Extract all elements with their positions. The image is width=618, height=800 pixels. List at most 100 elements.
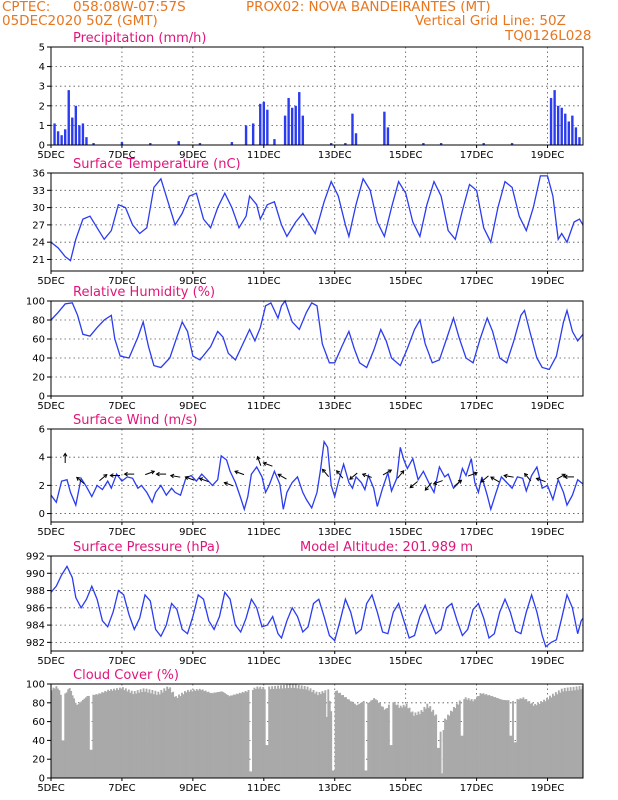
cloud-bar: [464, 697, 467, 778]
cloud-bar: [113, 688, 115, 778]
y-tick-label: 3: [39, 82, 45, 93]
cloud-bar: [572, 686, 575, 778]
wind-arrow: [432, 480, 443, 486]
cloud-bar: [528, 701, 531, 778]
cloud-bar: [319, 694, 322, 778]
wind-arrow-shaft: [504, 475, 514, 478]
cloud-bar: [494, 697, 497, 778]
precip-bar: [329, 143, 333, 145]
x-tick-label: 17DEC: [460, 527, 494, 538]
cloud-bar: [512, 701, 514, 778]
cloud-bar: [444, 718, 446, 778]
cloud-bar: [418, 714, 421, 778]
wind-arrow-head: [336, 470, 341, 475]
wind-arrow: [169, 473, 181, 479]
cloud-bar: [532, 705, 535, 778]
cloud-bar: [312, 690, 315, 778]
precip-bar: [422, 143, 425, 145]
cloud-bar: [476, 696, 479, 778]
cloud-bar: [182, 694, 185, 778]
wind-arrow-head: [169, 473, 175, 479]
cloud-bar: [368, 702, 371, 778]
cloud-bar: [501, 699, 504, 778]
cloud-bar: [399, 705, 402, 778]
cloud-bar: [120, 689, 123, 778]
precip-bar: [273, 139, 276, 145]
cloud-bar: [517, 699, 520, 778]
y-tick-label: 80: [32, 698, 45, 709]
temp-title: Surface Temperature (nC): [73, 157, 241, 172]
cloud-bar: [370, 700, 373, 778]
cloud-bar: [322, 692, 325, 778]
y-tick-label: 1: [39, 121, 45, 132]
cloud-bar: [486, 695, 489, 778]
cloud-bar: [200, 690, 203, 778]
wind-arrow-head: [432, 480, 438, 486]
x-tick-label: 7DEC: [108, 276, 135, 287]
cloud-bar: [549, 695, 551, 778]
cloud-bar: [281, 688, 284, 778]
cloud-bar: [83, 698, 86, 778]
cloud-bar: [285, 684, 288, 778]
cloud-bar: [129, 692, 132, 778]
wind-arrow-shaft: [199, 477, 209, 483]
header-location: PROX02: NOVA BANDEIRANTES (MT): [246, 0, 491, 15]
precip-bar: [92, 143, 95, 145]
cloud-bar: [441, 773, 444, 778]
wind-arrow-head: [361, 473, 367, 478]
header-grid-note: Vertical Grid Line: 50Z: [415, 13, 566, 29]
wind-arrow-shaft: [397, 470, 405, 479]
cloud-bar: [328, 700, 331, 778]
x-tick-label: 5DEC: [37, 783, 64, 794]
wind-arrow-shaft: [382, 469, 392, 476]
cloud-bar: [314, 693, 316, 778]
header-model: TQ0126L028: [505, 28, 592, 44]
x-tick-label: 5DEC: [37, 527, 64, 538]
cloud-bar: [382, 706, 384, 778]
cloud-bar: [577, 689, 579, 778]
cloud-bar: [526, 701, 529, 778]
cloud-bar: [249, 771, 251, 778]
precip-bar: [571, 115, 574, 145]
cloud-bar: [345, 697, 347, 778]
wind-arrow-shaft: [536, 477, 546, 483]
cloud-bar: [541, 702, 544, 778]
cloud-bar: [269, 689, 272, 778]
wind-arrow-head: [103, 473, 108, 479]
cloud-bar: [154, 690, 157, 778]
y-tick-label: 0: [39, 141, 45, 152]
x-tick-label: 7DEC: [108, 783, 135, 794]
wind-arrow-head: [234, 470, 239, 475]
y-tick-label: 988: [26, 586, 45, 597]
cloud-bar: [439, 731, 442, 778]
cloud-bar: [346, 699, 349, 778]
cloud-bar: [133, 691, 136, 778]
cloud-bar: [207, 691, 210, 778]
cloud-bar: [489, 696, 492, 778]
cloud-bar: [181, 692, 183, 778]
cloud-bar: [450, 710, 452, 778]
cloud-bar: [448, 715, 451, 778]
precip-bar: [386, 127, 390, 145]
wind-arrow: [503, 473, 514, 479]
cloud-bar: [74, 702, 77, 778]
wind-arrow-shaft: [322, 469, 330, 478]
y-tick-label: 4: [39, 62, 45, 73]
pres-annotation: Model Altitude: 201.989 m: [300, 540, 473, 555]
cloud-bar: [336, 690, 339, 778]
wind-arrow-head: [409, 484, 414, 489]
cloud-bar: [151, 690, 154, 778]
cloud-bar: [560, 688, 563, 778]
x-tick-label: 15DEC: [389, 276, 423, 287]
cloud-bar: [433, 715, 436, 778]
cloud-bar: [216, 692, 219, 778]
wind-arrow-head: [155, 471, 160, 477]
cloud-bar: [423, 706, 426, 778]
cloud-bar: [387, 704, 390, 778]
cloud-bar: [189, 689, 192, 778]
cloud-bar: [396, 704, 399, 778]
cloud-bar: [275, 688, 278, 778]
cloud-bar: [53, 688, 56, 778]
wind-arrow: [198, 477, 209, 483]
cloud-bar: [144, 691, 146, 778]
